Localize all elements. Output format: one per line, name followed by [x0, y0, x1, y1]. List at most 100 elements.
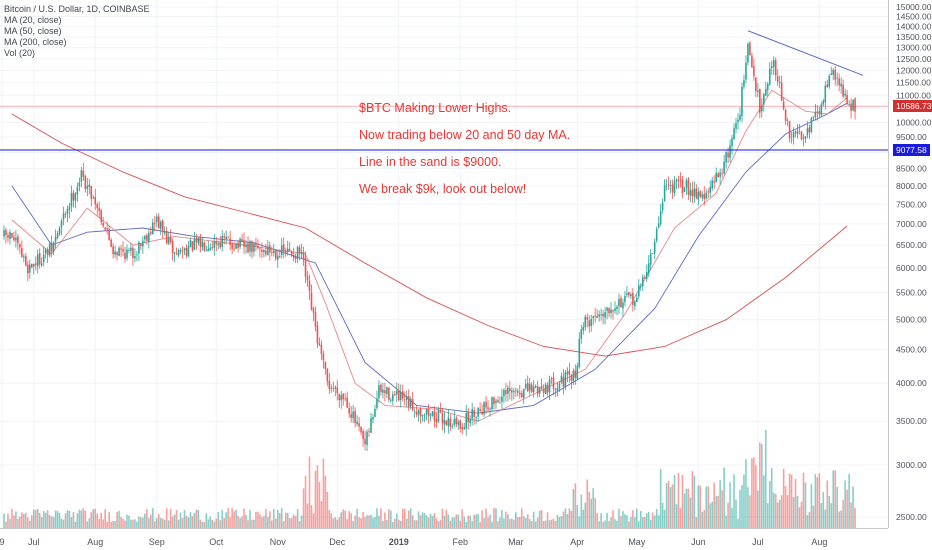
chart-annotation[interactable]: $BTC Making Lower Highs. Now trading bel… [359, 95, 570, 203]
candle-body [36, 254, 39, 267]
volume-bar [641, 517, 644, 528]
volume-bar [844, 480, 846, 528]
volume-bar [526, 514, 529, 528]
volume-bar [284, 512, 287, 528]
volume-bar [274, 518, 277, 528]
candle-body [419, 408, 422, 417]
volume-bar [596, 513, 598, 528]
candle-body [360, 426, 362, 433]
volume-bar [590, 498, 593, 528]
volume-bar [110, 521, 112, 528]
candle-body [590, 318, 593, 327]
x-tick-label: 9 [0, 537, 5, 547]
volume-bar [326, 491, 329, 528]
volume-bar [261, 517, 263, 528]
volume-bar [405, 518, 408, 528]
volume-bar [382, 520, 384, 528]
y-tick-label: 3000.00 [896, 460, 927, 470]
volume-bar [614, 519, 616, 528]
volume-bar [76, 513, 79, 528]
volume-bar [697, 485, 700, 528]
legend-ma200[interactable]: MA (200, close) [4, 37, 67, 47]
volume-bar [324, 475, 327, 528]
volume-bar [38, 512, 41, 528]
volume-bar [42, 511, 45, 528]
volume-bar [25, 512, 27, 528]
candle-body [481, 411, 483, 415]
candle-body [171, 241, 174, 254]
volume-bar [701, 511, 704, 528]
volume-bar [140, 517, 142, 528]
candle-body [487, 407, 489, 410]
volume-bar [231, 508, 233, 528]
volume-bar [50, 516, 53, 528]
candle-body [844, 93, 846, 96]
candle-body [326, 368, 329, 382]
candle-body [48, 244, 51, 256]
volume-bar [142, 517, 144, 528]
candle-body [509, 388, 511, 392]
legend-ma20[interactable]: MA (20, close) [4, 15, 62, 25]
volume-bar [296, 508, 299, 528]
candle-body [132, 247, 134, 259]
candle-body [770, 66, 773, 69]
volume-bar [58, 513, 61, 528]
volume-bar [247, 520, 249, 528]
volume-bar [455, 514, 458, 528]
candle-body [447, 417, 450, 426]
x-tick-label: Sep [149, 537, 165, 547]
x-tick-label: Jun [691, 537, 706, 547]
candle-body [610, 309, 612, 313]
volume-bar [540, 509, 543, 528]
candle-body [459, 420, 462, 429]
candle-body [776, 76, 779, 82]
candle-body [346, 397, 348, 408]
candle-body [798, 130, 801, 132]
candle-body [394, 394, 396, 395]
legend-volume[interactable]: Vol (20) [4, 48, 36, 58]
candle-body [641, 276, 644, 287]
volume-bar [548, 520, 551, 528]
candle-body [5, 229, 7, 236]
candle-body [80, 170, 83, 182]
candle-body [330, 387, 333, 389]
volume-bar [721, 490, 723, 528]
volume-bar [435, 518, 438, 528]
y-tick-label: 3500.00 [896, 416, 927, 426]
candle-body [566, 371, 569, 375]
candle-body [780, 82, 783, 101]
legend-symbol[interactable]: Bitcoin / U.S. Dollar, 1D, COINBASE [4, 4, 150, 14]
candle-body [725, 152, 727, 163]
volume-bar [580, 494, 583, 528]
volume-bar [211, 519, 214, 528]
volume-bar [562, 511, 565, 528]
candle-body [316, 325, 319, 344]
volume-bar [513, 519, 515, 528]
volume-bar [330, 513, 333, 528]
volume-bar [719, 480, 721, 528]
volume-bar [84, 510, 87, 528]
volume-bar [300, 515, 303, 528]
candle-body [739, 115, 741, 120]
volume-bar [528, 519, 531, 528]
candle-body [17, 236, 19, 244]
candle-body [620, 298, 622, 308]
legend-ma50[interactable]: MA (50, close) [4, 26, 62, 36]
volume-bar [183, 510, 186, 528]
candle-body [695, 188, 698, 199]
x-tick-label: Mar [508, 537, 524, 547]
y-tick-label: 8000.00 [896, 181, 927, 191]
candle-body [231, 243, 233, 249]
volume-bar [439, 520, 442, 528]
volume-bar [518, 516, 521, 528]
volume-bar [622, 511, 624, 528]
candle-body [191, 241, 194, 251]
candle-body [187, 246, 190, 257]
volume-bar [175, 510, 178, 528]
volume-bar [757, 490, 759, 528]
volume-bar [679, 507, 682, 528]
candle-body [124, 252, 126, 260]
volume-bar [217, 512, 220, 528]
volume-bar [372, 517, 374, 528]
